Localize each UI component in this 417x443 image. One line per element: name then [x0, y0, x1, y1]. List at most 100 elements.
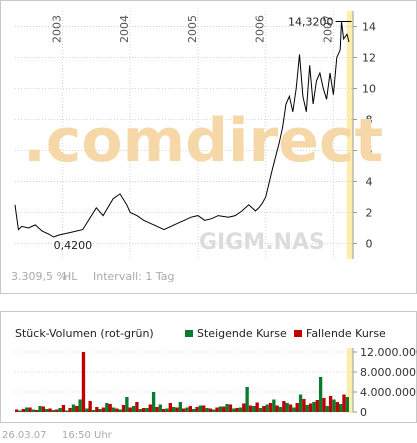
- volume-bar-up: [131, 406, 136, 412]
- volume-bar-up: [338, 404, 343, 412]
- year-label: 2003: [50, 15, 63, 43]
- volume-bar-up: [225, 404, 229, 412]
- volume-bar-down: [95, 407, 99, 412]
- legend-up-label: Steigende Kurse: [197, 327, 287, 340]
- price-y-tick: 14: [362, 21, 376, 34]
- volume-bar-down: [161, 409, 166, 412]
- volume-bar-up: [178, 402, 182, 412]
- volume-bar-up: [232, 408, 236, 412]
- volume-bar-down: [248, 405, 253, 412]
- volume-bar-down: [335, 402, 339, 412]
- legend-down-swatch: [294, 330, 302, 337]
- volume-bar-up: [71, 404, 76, 412]
- info-interval: Intervall: 1 Tag: [93, 270, 175, 283]
- volume-bar-down: [15, 409, 19, 412]
- volume-y-tick: 8.000.000: [360, 366, 416, 379]
- volume-bar-up: [265, 404, 269, 412]
- volume-bar-down: [255, 402, 259, 412]
- volume-bar-down: [21, 409, 26, 412]
- volume-bar-down: [141, 408, 146, 412]
- volume-bar-up: [25, 407, 29, 412]
- volume-bar-down: [282, 401, 286, 412]
- volume-bar-down: [188, 406, 193, 412]
- volume-bar-down: [68, 408, 72, 412]
- volume-bar-up: [238, 407, 243, 412]
- volume-bar-down: [268, 403, 273, 412]
- volume-bar-up: [151, 392, 156, 412]
- volume-bar-up: [125, 397, 129, 412]
- volume-bar-up: [171, 407, 176, 412]
- volume-bar-down: [262, 406, 266, 412]
- volume-bar-down: [222, 406, 226, 412]
- volume-bar-up: [185, 407, 189, 412]
- volume-highlight: [347, 348, 353, 413]
- price-y-tick: 8: [366, 114, 373, 127]
- volume-bar-down: [308, 403, 313, 412]
- volume-bar-up: [118, 409, 122, 412]
- price-line: [14, 21, 350, 238]
- volume-bar-down: [322, 398, 326, 412]
- volume-bar-down: [28, 407, 32, 412]
- volume-bar-up: [252, 406, 256, 412]
- price-y-tick: 10: [362, 83, 376, 96]
- volume-bar-up: [105, 403, 109, 412]
- high-value-label: 14,3200: [288, 16, 334, 29]
- volume-bar-down: [135, 402, 139, 412]
- volume-bar-down: [88, 401, 92, 412]
- volume-bar-up: [218, 406, 223, 412]
- year-label: 2005: [186, 15, 199, 43]
- volume-bar-up: [205, 408, 209, 412]
- volume-bar-down: [121, 405, 126, 412]
- volume-bar-up: [305, 405, 309, 412]
- volume-bar-down: [175, 407, 179, 412]
- volume-bar-down: [81, 352, 86, 412]
- price-chart: 2003 2004 2005 2006 2007 0 2 4 6 8 10 12 14 .comdir…: [11, 11, 383, 283]
- volume-bar-down: [155, 407, 159, 412]
- price-y-axis: 0 2 4 6 8 10 12 14: [352, 11, 376, 259]
- volume-bar-down: [115, 408, 119, 412]
- volume-bar-down: [55, 409, 59, 412]
- volume-bar-up: [138, 409, 142, 412]
- volume-bar-up: [285, 403, 289, 412]
- price-y-tick: 6: [366, 145, 373, 158]
- volume-title: Stück-Volumen (rot-grün): [15, 327, 154, 340]
- volume-bar-down: [242, 403, 246, 412]
- watermark-symbol: GIGM.NAS: [199, 230, 325, 255]
- volume-bar-down: [342, 394, 346, 412]
- volume-bar-down: [288, 404, 293, 412]
- volume-bar-up: [158, 404, 162, 412]
- volume-bar-down: [235, 408, 239, 412]
- volume-bar-up: [298, 394, 303, 412]
- volume-bar-down: [275, 405, 279, 412]
- volume-bar-down: [101, 407, 106, 412]
- volume-bar-up: [212, 409, 216, 412]
- price-grid: [15, 11, 353, 259]
- volume-bar-up: [18, 410, 22, 412]
- footer-date: 26.03.07: [2, 430, 47, 441]
- volume-y-axis: 0 4.000.000 8.000.000 12.000.000: [352, 346, 417, 419]
- volume-bar-up: [165, 408, 169, 412]
- volume-bar-down: [41, 406, 46, 412]
- volume-bar-up: [272, 399, 276, 412]
- volume-bar-down: [35, 410, 39, 412]
- year-labels: 2003 2004 2005 2006 2007: [50, 15, 334, 43]
- volume-bar-down: [295, 403, 299, 412]
- volume-bar-up: [51, 410, 56, 412]
- volume-bar-up: [245, 387, 249, 412]
- volume-bar-up: [258, 408, 263, 412]
- volume-bar-down: [128, 407, 132, 412]
- current-period-highlight: [347, 11, 353, 259]
- volume-bar-down: [328, 396, 333, 412]
- volume-bar-up: [292, 407, 296, 412]
- volume-y-tick: 0: [360, 406, 367, 419]
- volume-bar-up: [111, 407, 116, 412]
- info-percent: 3.309,5 %: [11, 270, 67, 283]
- volume-bar-down: [315, 400, 319, 412]
- volume-y-tick: 4.000.000: [360, 386, 416, 399]
- volume-chart-panel: Stück-Volumen (rot-grün) Steigende Kurse…: [0, 311, 417, 423]
- volume-bar-up: [38, 406, 42, 412]
- volume-bar-down: [108, 404, 112, 412]
- volume-bar-down: [168, 403, 172, 412]
- price-y-tick: 4: [366, 176, 373, 189]
- price-y-tick: 2: [366, 207, 373, 220]
